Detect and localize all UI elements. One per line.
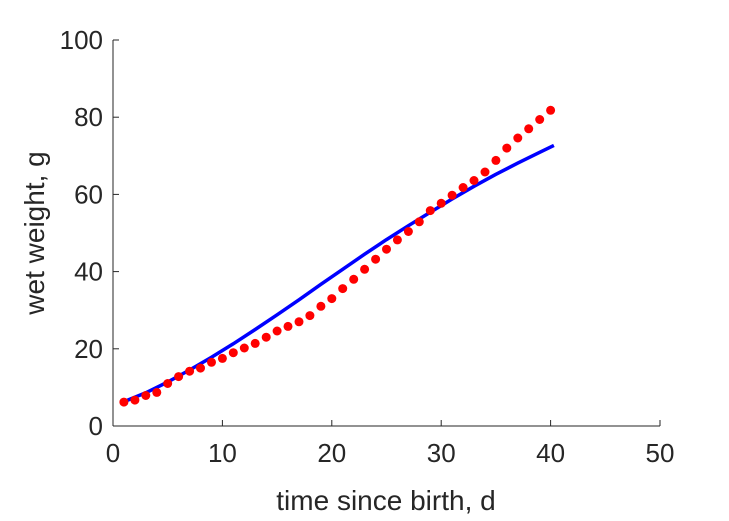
x-tick-label: 30 (427, 438, 456, 468)
data-point (425, 206, 435, 216)
data-point (447, 190, 457, 200)
data-point (239, 343, 249, 353)
data-point (480, 167, 490, 177)
model-curve (123, 143, 555, 404)
data-point (338, 284, 348, 294)
data-point (163, 379, 173, 388)
data-point (283, 321, 293, 331)
data-point (513, 133, 523, 143)
x-axis-label: time since birth, d (276, 485, 495, 516)
y-tick-label: 20 (74, 334, 103, 364)
data-point (228, 348, 238, 358)
data-point (403, 227, 413, 236)
x-tick-label: 0 (106, 438, 120, 468)
data-point (382, 244, 391, 254)
y-tick-label: 80 (74, 102, 103, 132)
data-point (327, 294, 337, 304)
x-tick-label: 20 (317, 438, 346, 468)
data-point (250, 338, 260, 348)
data-point (392, 235, 402, 245)
y-tick-label: 100 (60, 25, 103, 55)
y-tick-label: 40 (74, 257, 103, 287)
data-point (207, 357, 216, 367)
y-tick-label: 60 (74, 179, 103, 209)
data-point (152, 387, 162, 397)
data-point (130, 395, 140, 405)
data-point (196, 363, 205, 373)
data-point (217, 353, 227, 363)
data-point (414, 217, 424, 227)
x-tick-label: 10 (208, 438, 237, 468)
data-point (174, 372, 184, 382)
data-point (491, 155, 501, 165)
data-point (371, 254, 381, 264)
x-tick-label: 40 (536, 438, 565, 468)
ticks: 0 10 20 30 40 50 0 20 40 60 80 100 (60, 25, 675, 468)
data-point (436, 198, 446, 208)
series-layer (119, 105, 556, 407)
axes (112, 40, 660, 427)
data-point (185, 366, 195, 376)
data-point (546, 105, 556, 115)
data-point (316, 301, 326, 311)
data-point (502, 143, 512, 153)
data-point (261, 332, 271, 342)
y-tick-label: 0 (89, 411, 103, 441)
data-point (294, 317, 304, 327)
data-point (119, 397, 129, 407)
x-tick-label: 50 (646, 438, 675, 468)
data-point (272, 326, 282, 336)
data-point (141, 391, 151, 400)
y-axis-label: wet weight, g (19, 151, 50, 315)
data-point (469, 176, 479, 185)
data-point (360, 264, 370, 274)
data-point (524, 124, 534, 134)
data-point (535, 115, 545, 124)
data-point (458, 183, 468, 192)
data-point (305, 311, 315, 321)
data-point (349, 274, 359, 284)
